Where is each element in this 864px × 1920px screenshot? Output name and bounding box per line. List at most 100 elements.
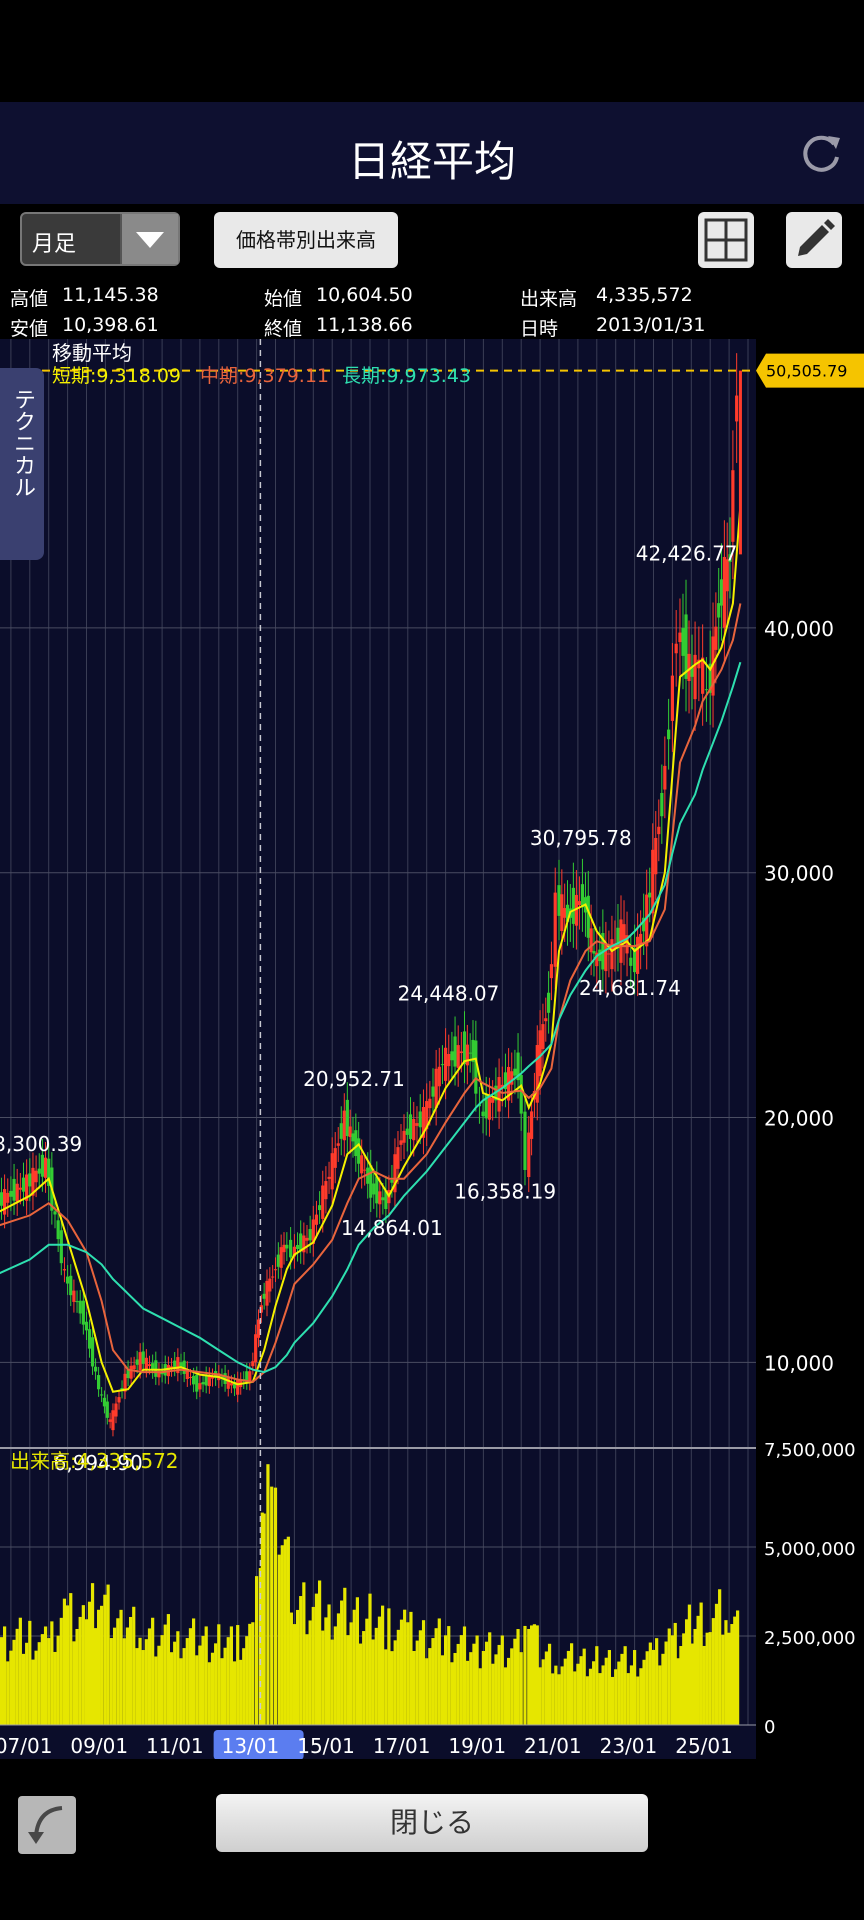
- candle-body: [182, 1360, 186, 1374]
- candle-body: [610, 939, 614, 970]
- volume-bar: [733, 1616, 737, 1725]
- candle-body: [560, 894, 564, 931]
- candle-body: [453, 1036, 457, 1067]
- technical-tab[interactable]: テクニカル: [0, 368, 44, 560]
- volume-bar: [201, 1635, 205, 1725]
- candle-body: [262, 1293, 266, 1299]
- candle-body: [279, 1247, 283, 1268]
- candle-body: [431, 1086, 435, 1097]
- volume-bar: [696, 1615, 700, 1725]
- chevron-down-icon[interactable]: [120, 214, 178, 264]
- candle-body: [412, 1119, 416, 1141]
- close-button[interactable]: 閉じる: [216, 1794, 648, 1852]
- volume-bar: [651, 1649, 656, 1725]
- candle-body: [405, 1128, 409, 1135]
- volume-bar: [736, 1610, 740, 1725]
- volume-tick-label: 7,500,000: [764, 1440, 856, 1461]
- volume-bar: [6, 1661, 10, 1725]
- candle-body: [592, 951, 596, 954]
- candle-body: [151, 1363, 155, 1371]
- candle-body: [681, 628, 685, 656]
- candle-body: [428, 1098, 432, 1109]
- candle-body: [471, 1039, 475, 1062]
- candle-body: [459, 1051, 463, 1054]
- volume-bar: [78, 1616, 82, 1725]
- volume-bar: [690, 1643, 694, 1725]
- candle-body: [40, 1154, 44, 1177]
- volume-bar: [47, 1638, 51, 1725]
- volume-bar: [154, 1656, 158, 1725]
- candle-body: [192, 1375, 196, 1385]
- volume-bar: [100, 1605, 104, 1725]
- volume-bar: [607, 1650, 611, 1725]
- candle-body: [114, 1403, 118, 1417]
- candle-body: [704, 689, 709, 691]
- layout-button[interactable]: [698, 212, 754, 268]
- price-annotation: 24,448.07: [398, 982, 500, 1006]
- volume-bar: [266, 1464, 270, 1725]
- candle-body: [663, 765, 667, 790]
- candle-body: [491, 1097, 495, 1103]
- candle-body: [204, 1374, 208, 1386]
- candle-body: [357, 1138, 361, 1164]
- candle-body: [497, 1077, 501, 1112]
- stock-chart[interactable]: 10,000 20,000 30,000 40,000 7,500,000 5,000,0…: [0, 339, 864, 1759]
- candle-body: [302, 1235, 306, 1253]
- candle-body: [481, 1111, 485, 1117]
- volume-bar: [554, 1665, 558, 1725]
- x-tick-label: 25/01: [675, 1734, 733, 1758]
- volume-bar: [503, 1667, 508, 1725]
- volume-bar: [557, 1674, 561, 1725]
- volume-bar: [541, 1659, 545, 1725]
- curve-arrow-icon: [28, 1806, 63, 1844]
- volume-bar: [340, 1600, 344, 1725]
- candle-body: [444, 1047, 448, 1081]
- draw-button[interactable]: [786, 212, 842, 268]
- candle-body: [47, 1158, 51, 1186]
- candle-body: [440, 1064, 445, 1066]
- volume-bar: [412, 1650, 416, 1725]
- volume-bar: [132, 1606, 136, 1725]
- volume-bar: [488, 1632, 492, 1725]
- volume-by-price-button[interactable]: 価格帯別出来高: [214, 212, 398, 268]
- back-icon[interactable]: [18, 1796, 76, 1854]
- candle-body: [450, 1051, 454, 1061]
- volume-bar: [144, 1639, 148, 1725]
- price-annotation: 14,864.01: [341, 1216, 443, 1240]
- candle-body: [311, 1219, 315, 1244]
- grid-icon: [704, 218, 748, 262]
- candle-body: [660, 792, 664, 817]
- candle-body: [354, 1130, 358, 1157]
- period-select[interactable]: 月足: [20, 212, 180, 266]
- volume-bar: [336, 1613, 341, 1725]
- refresh-icon[interactable]: [798, 130, 844, 176]
- volume-bar: [585, 1676, 589, 1725]
- volume-bar: [497, 1644, 501, 1725]
- candle-body: [604, 945, 608, 972]
- volume-bar: [280, 1545, 284, 1725]
- volume-bar: [295, 1609, 300, 1725]
- volume-bar: [513, 1638, 517, 1725]
- candle-body: [345, 1099, 349, 1137]
- candle-body: [256, 1319, 261, 1338]
- candle-body: [144, 1357, 148, 1370]
- volume-bar: [3, 1626, 7, 1725]
- candle-body: [474, 1040, 478, 1094]
- y-tick-label: 40,000: [764, 617, 834, 641]
- volume-bar: [469, 1652, 473, 1725]
- volume-bar: [421, 1620, 426, 1725]
- volume-bar: [277, 1554, 281, 1725]
- candle-body: [553, 892, 557, 967]
- volume-bar: [59, 1617, 63, 1725]
- volume-bar: [207, 1662, 211, 1725]
- volume-bar: [34, 1650, 38, 1725]
- x-tick-label: 23/01: [600, 1734, 658, 1758]
- candle-body: [21, 1177, 26, 1192]
- volume-bar: [283, 1539, 287, 1725]
- candle-body: [43, 1157, 48, 1178]
- volume-bar: [529, 1625, 534, 1725]
- candle-body: [434, 1068, 438, 1108]
- candle-body: [622, 924, 626, 942]
- pencil-icon: [798, 219, 835, 256]
- volume-bar: [286, 1536, 290, 1725]
